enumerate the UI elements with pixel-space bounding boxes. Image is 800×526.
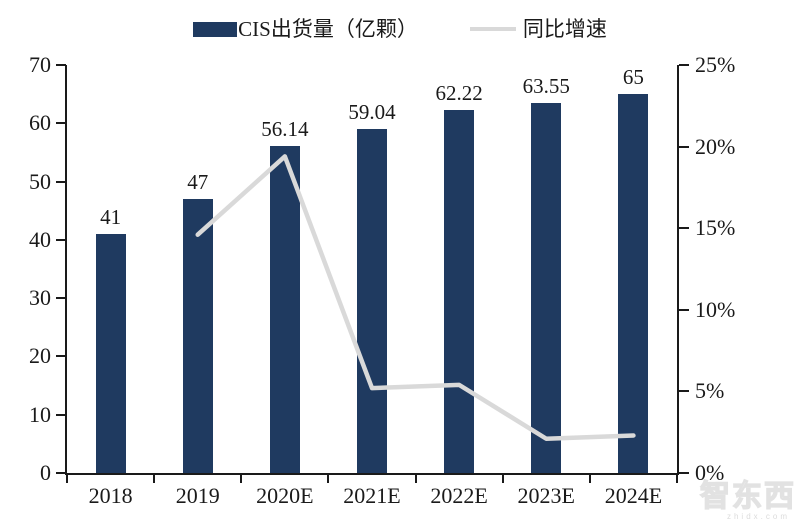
legend: CIS出货量（亿颗） 同比增速 bbox=[0, 12, 800, 46]
bar-value-label: 62.22 bbox=[435, 81, 483, 106]
bar-series-label: CIS出货量（亿颗） bbox=[238, 16, 418, 41]
y-axis-right-tick bbox=[679, 227, 689, 230]
x-axis-tick bbox=[153, 473, 156, 483]
legend-item-bar-series: CIS出货量（亿颗） bbox=[193, 16, 418, 41]
y-axis-right-tick-label: 0% bbox=[695, 460, 725, 485]
y-axis-left-tick bbox=[56, 472, 66, 474]
y-axis-left-tick bbox=[56, 297, 66, 300]
y-axis-left-tick bbox=[56, 180, 66, 183]
bar-2020E bbox=[269, 145, 300, 473]
bar-value-label: 41 bbox=[100, 205, 122, 230]
y-axis-right-tick-label: 20% bbox=[695, 133, 736, 159]
x-axis-category-label: 2022E bbox=[430, 483, 488, 508]
y-axis-left-tick-label: 30 bbox=[29, 285, 51, 311]
x-axis-tick bbox=[501, 473, 504, 483]
x-axis-tick bbox=[588, 473, 591, 483]
bar-value-label: 59.04 bbox=[348, 99, 396, 124]
y-axis-left-tick-label: 50 bbox=[29, 168, 51, 194]
line-series-swatch bbox=[469, 27, 516, 31]
bar-2019 bbox=[182, 199, 213, 473]
bar-series-swatch bbox=[193, 21, 238, 37]
x-axis-category-label: 2024E bbox=[604, 483, 663, 508]
y-axis-left-tick-label: 70 bbox=[29, 52, 51, 77]
y-axis-right-tick bbox=[679, 64, 689, 66]
y-axis-right-tick-label: 5% bbox=[695, 378, 725, 404]
x-axis-category-label: 2023E bbox=[517, 483, 575, 508]
x-axis-category-label: 2019 bbox=[175, 483, 220, 508]
y-axis-left-tick-label: 10 bbox=[29, 401, 51, 427]
x-axis-tick bbox=[66, 473, 68, 483]
y-axis-right-tick bbox=[679, 472, 689, 474]
y-axis-left-tick bbox=[56, 238, 66, 241]
y-axis-left-line bbox=[65, 65, 67, 473]
y-axis-left-tick-label: 60 bbox=[29, 110, 51, 136]
bar-value-label: 56.14 bbox=[261, 116, 309, 141]
watermark-logo: 智东西 bbox=[699, 480, 796, 513]
bar-2024E bbox=[618, 94, 649, 473]
y-axis-right-tick bbox=[679, 390, 689, 393]
y-axis-left-tick bbox=[56, 64, 66, 66]
bar-value-label: 47 bbox=[187, 170, 209, 195]
y-axis-right-tick-label: 25% bbox=[695, 52, 736, 77]
legend-item-line-series: 同比增速 bbox=[469, 16, 607, 41]
y-axis-left-tick-label: 20 bbox=[29, 343, 51, 369]
y-axis-right-tick bbox=[679, 308, 689, 311]
bar-2018 bbox=[95, 234, 126, 473]
bar-2022E bbox=[444, 110, 475, 473]
x-axis-tick bbox=[327, 473, 330, 483]
watermark-url: zhidx.com bbox=[726, 512, 790, 521]
x-axis-tick bbox=[676, 473, 678, 483]
y-axis-right-tick bbox=[679, 145, 689, 148]
y-axis-left-tick-label: 0 bbox=[40, 460, 51, 485]
bar-2023E bbox=[531, 102, 562, 473]
x-axis-category-label: 2020E bbox=[256, 483, 314, 508]
x-axis-category-label: 2018 bbox=[88, 483, 133, 508]
growth-line bbox=[195, 154, 636, 441]
y-axis-left-tick bbox=[56, 122, 66, 125]
y-axis-right-line bbox=[677, 65, 679, 473]
growth-line-layer bbox=[195, 154, 636, 441]
y-axis-left-tick bbox=[56, 413, 66, 416]
x-axis-tick bbox=[240, 473, 243, 483]
bar-value-label: 63.55 bbox=[522, 73, 570, 98]
x-axis-line bbox=[65, 473, 679, 475]
y-axis-right-tick-label: 15% bbox=[695, 215, 736, 241]
y-axis-left-tick-label: 40 bbox=[29, 226, 51, 252]
y-axis-right-tick-label: 10% bbox=[695, 296, 736, 322]
x-axis-category-label: 2021E bbox=[343, 483, 401, 508]
bar-value-label: 65 bbox=[622, 65, 644, 90]
bar-2021E bbox=[357, 128, 387, 473]
x-axis-tick bbox=[414, 473, 417, 483]
line-series-label: 同比增速 bbox=[522, 16, 607, 41]
y-axis-left-tick bbox=[56, 355, 66, 358]
